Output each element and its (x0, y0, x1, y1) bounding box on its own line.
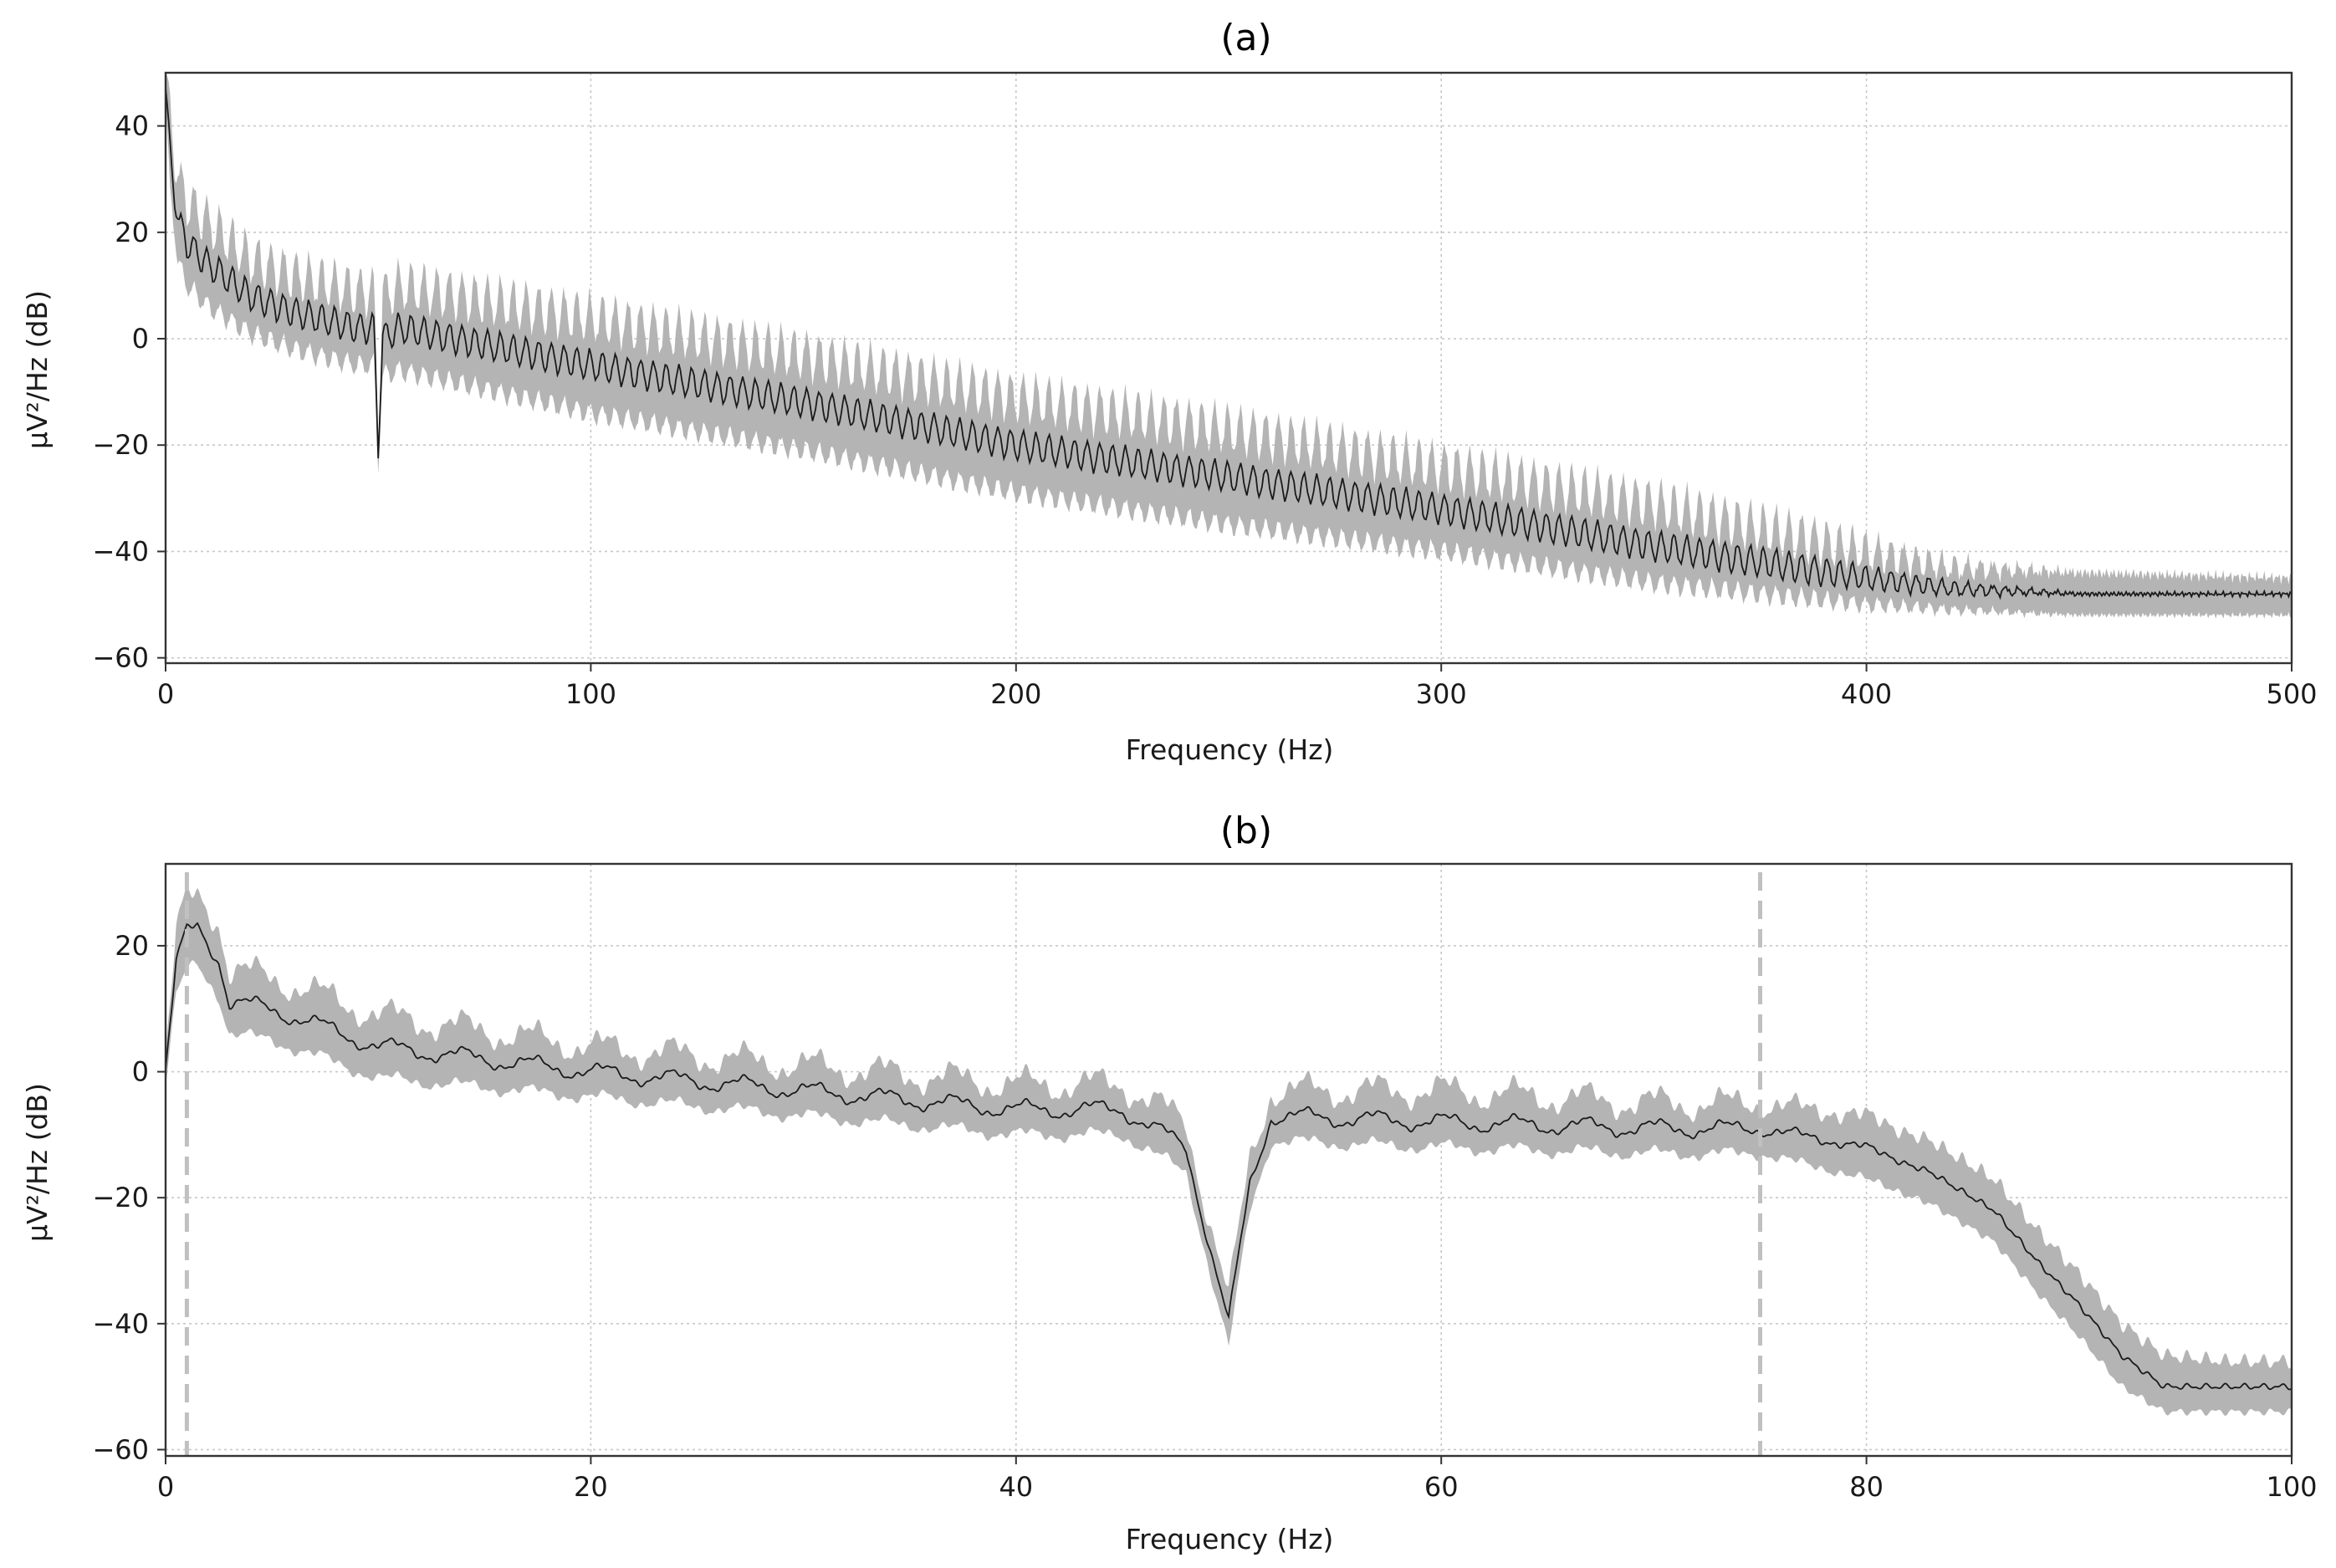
y-tick-label: −40 (92, 1308, 149, 1340)
panel-a-title: (a) (1220, 17, 1271, 59)
y-tick-label: −60 (92, 1433, 149, 1465)
panel-b-title: (b) (1220, 810, 1272, 852)
panel-b: (b) 0 20 40 60 80 100 −60 −40 −20 0 20 Frequency (… (21, 810, 2318, 1555)
y-tick-label: 0 (132, 1056, 149, 1088)
mean-psd-line (165, 922, 2293, 1391)
y-tick-label: 40 (115, 110, 149, 142)
panel-a-ylabel: µV²/Hz (dB) (21, 290, 54, 449)
x-tick-label: 60 (1424, 1471, 1459, 1503)
panel-b-plot-area: 0 20 40 60 80 100 −60 −40 −20 0 20 (92, 862, 2318, 1503)
panel-b-xlabel: Frequency (Hz) (1126, 1523, 1334, 1555)
y-tick-label: −40 (92, 535, 149, 567)
x-tick-label: 200 (990, 678, 1041, 710)
confidence-band (166, 73, 2292, 619)
confidence-band (166, 885, 2292, 1417)
y-tick-label: −20 (92, 1182, 149, 1213)
x-tick-label: 500 (2266, 678, 2317, 710)
y-tick-label: −20 (92, 429, 149, 461)
axes-frame (164, 862, 2293, 1458)
y-tick-label: 20 (115, 217, 149, 248)
x-tick-label: 300 (1416, 678, 1467, 710)
panel-a-plot-area: 0 100 200 300 400 500 −60 −40 −20 0 20 40 (92, 71, 2318, 710)
x-tick-label: 0 (157, 678, 174, 710)
mean-psd-line (165, 87, 2293, 600)
x-tick-label: 100 (2266, 1471, 2317, 1503)
y-tick-label: −60 (92, 642, 149, 674)
y-tick-label: 20 (115, 930, 149, 962)
panel-b-ylabel: µV²/Hz (dB) (21, 1083, 54, 1242)
x-tick-label: 100 (565, 678, 616, 710)
panel-a-xlabel: Frequency (Hz) (1126, 733, 1334, 766)
x-tick-label: 20 (574, 1471, 608, 1503)
x-tick-label: 400 (1841, 678, 1892, 710)
y-tick-label: 0 (132, 323, 149, 355)
panel-a: (a) 0 100 200 300 400 500 −60 −40 −20 0 20 40 Frequ… (21, 17, 2318, 766)
x-tick-label: 40 (999, 1471, 1033, 1503)
axes-frame (164, 71, 2293, 665)
x-tick-label: 0 (157, 1471, 174, 1503)
x-tick-label: 80 (1849, 1471, 1884, 1503)
